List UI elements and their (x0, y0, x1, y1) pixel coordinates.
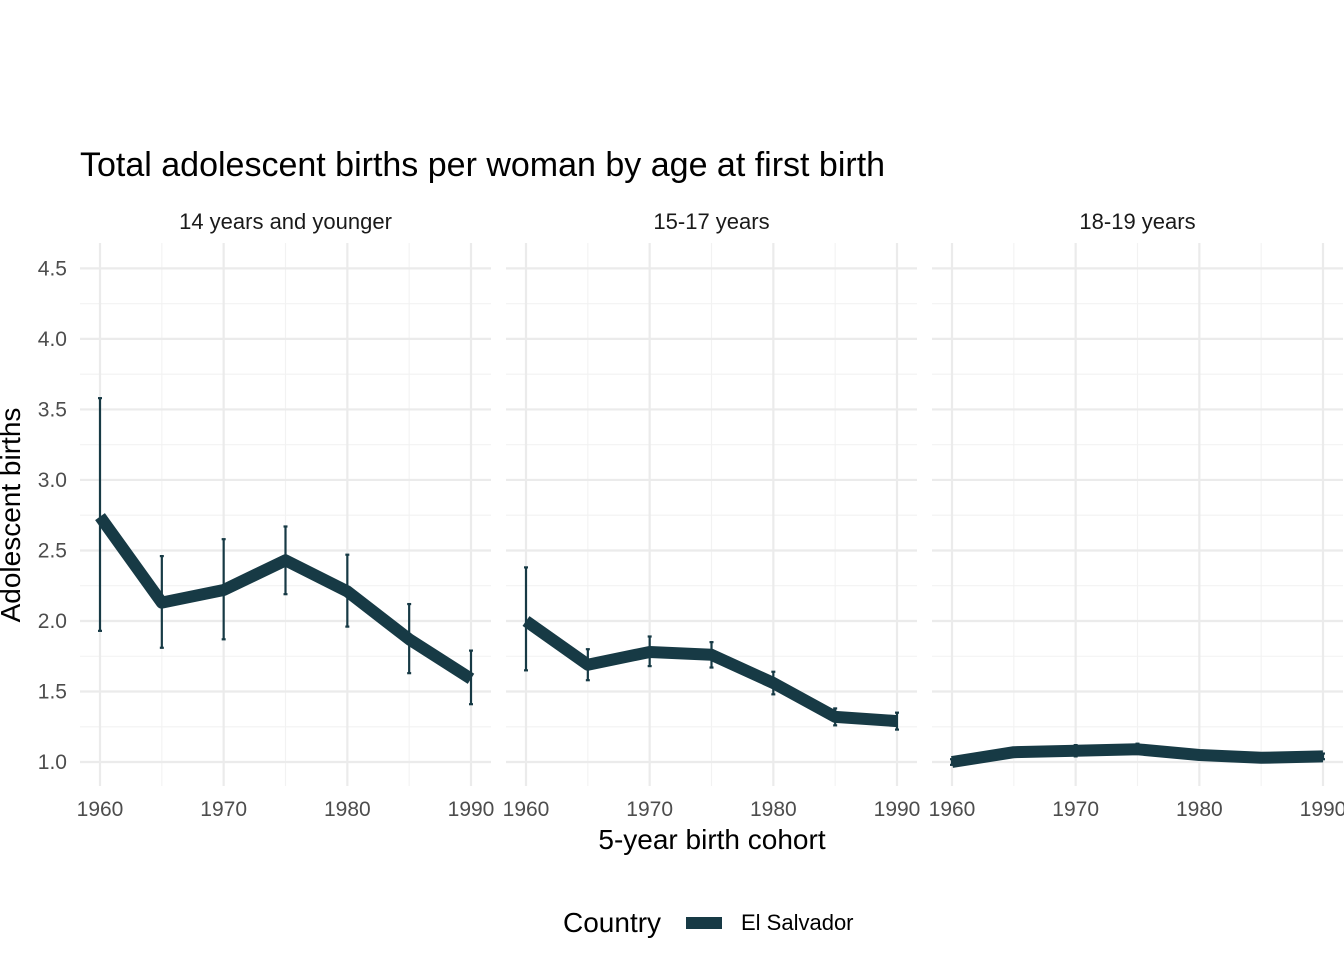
legend-label: El Salvador (741, 910, 854, 935)
x-tick-label: 1980 (1176, 798, 1223, 821)
y-tick-label: 2.0 (38, 610, 67, 633)
x-tick-label: 1970 (626, 798, 673, 821)
x-tick-label: 1990 (874, 798, 921, 821)
x-tick-label: 1990 (1300, 798, 1344, 821)
series-line-el-salvador (951, 743, 1324, 768)
x-tick-label: 1960 (503, 798, 550, 821)
facet-strip-label: 14 years and younger (179, 209, 392, 234)
legend-title: Country (563, 907, 661, 938)
series-line-el-salvador (95, 513, 475, 684)
facet-strip-label: 18-19 years (1079, 209, 1195, 234)
facet-panel: 1960 1970 1980 1990 18-19 years (929, 209, 1344, 821)
x-tick-label: 1960 (77, 798, 124, 821)
legend: Country El Salvador (563, 907, 854, 938)
y-tick-label: 4.0 (38, 328, 67, 351)
y-tick-label: 3.5 (38, 398, 67, 421)
y-tick-label: 1.5 (38, 681, 67, 704)
y-axis-title: Adolescent births (0, 408, 26, 623)
y-tick-label: 2.5 (38, 539, 67, 562)
x-axis-title: 5-year birth cohort (598, 824, 825, 855)
x-tick-label: 1980 (324, 798, 371, 821)
x-tick-label: 1990 (448, 798, 495, 821)
chart-title: Total adolescent births per woman by age… (80, 146, 885, 184)
facet-panel: 1960 1970 1980 1990 14 years and younger (77, 209, 495, 821)
y-tick-label: 3.0 (38, 469, 67, 492)
y-axis: 1.0 1.5 2.0 2.5 3.0 3.5 4.0 4.5 (38, 257, 67, 774)
y-tick-label: 1.0 (38, 751, 67, 774)
x-tick-label: 1970 (200, 798, 247, 821)
x-tick-label: 1960 (929, 798, 976, 821)
facet-strip-label: 15-17 years (653, 209, 769, 234)
x-tick-label: 1980 (750, 798, 797, 821)
series-line-el-salvador (522, 616, 898, 728)
facet-panel: 1960 1970 1980 1990 15-17 years (503, 209, 921, 821)
x-tick-label: 1970 (1052, 798, 1099, 821)
y-tick-label: 4.5 (38, 257, 67, 280)
